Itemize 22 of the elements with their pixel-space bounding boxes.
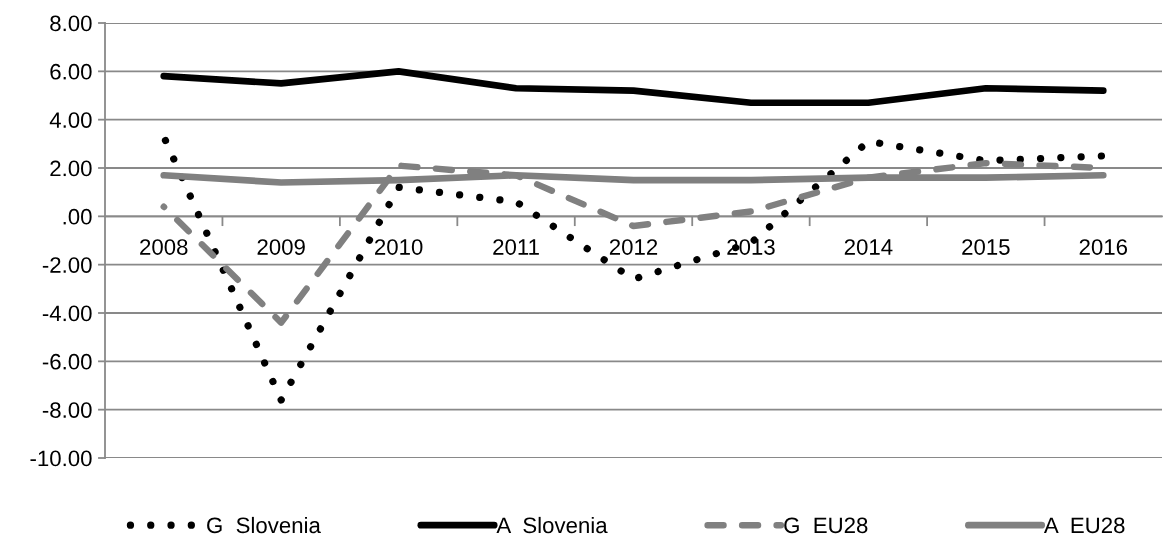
x-tick-label: 2014 [844, 239, 893, 255]
x-tick-label: 2016 [1079, 239, 1128, 255]
x-tick-label: 2015 [962, 239, 1010, 255]
legend-label: G EU28 [784, 517, 868, 534]
x-tick-label: 2010 [375, 239, 423, 255]
y-tick-label: 2.00 [50, 160, 92, 177]
y-tick-label: -8.00 [42, 402, 92, 418]
legend-label: G Slovenia [207, 516, 321, 534]
y-tick-label: 6.00 [50, 63, 92, 80]
y-tick-label: -6.00 [42, 353, 92, 370]
y-tick-label: 4.00 [49, 112, 92, 128]
y-tick-label: .00 [63, 208, 92, 225]
x-tick-label: 2012 [609, 239, 658, 255]
y-tick-label: -2.00 [42, 257, 92, 273]
y-tick-label: -10.00 [30, 450, 92, 467]
y-tick-label: 8.00 [50, 15, 92, 32]
y-tick-label: -4.00 [42, 305, 92, 322]
x-tick-label: 2008 [140, 239, 188, 255]
legend-label: A Slovenia [496, 516, 608, 534]
legend-label: A EU28 [1043, 517, 1125, 534]
x-tick-label: 2009 [257, 239, 305, 255]
x-tick-label: 2011 [493, 239, 539, 255]
